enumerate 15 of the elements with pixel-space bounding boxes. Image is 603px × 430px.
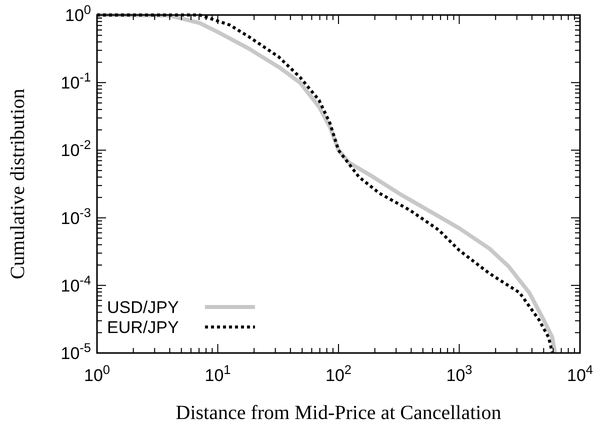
y-tick-label: 10$^{0}$ — [64, 2, 91, 25]
legend-label: USD/JPY — [107, 298, 179, 317]
y-tick-label: 10$^{-2}$ — [60, 136, 91, 160]
y-tick-label: 10$^{-1}$ — [60, 69, 91, 93]
x-tick-label: 10$^{1}$ — [204, 362, 231, 385]
y-tick-label: 10$^{-5}$ — [60, 340, 91, 363]
y-tick-label: 10$^{-4}$ — [60, 272, 91, 296]
y-axis-title: Cumulative distribution — [7, 88, 29, 280]
x-tick-label: 10$^{4}$ — [566, 362, 594, 385]
legend-label: EUR/JPY — [107, 318, 179, 337]
x-tick-label: 10$^{2}$ — [325, 362, 352, 385]
x-tick-label: 10$^{3}$ — [446, 362, 472, 385]
x-axis-title: Distance from Mid-Price at Cancellation — [176, 402, 502, 424]
y-tick-label: 10$^{-3}$ — [60, 204, 91, 228]
x-tick-label: 10$^{0}$ — [84, 362, 110, 385]
